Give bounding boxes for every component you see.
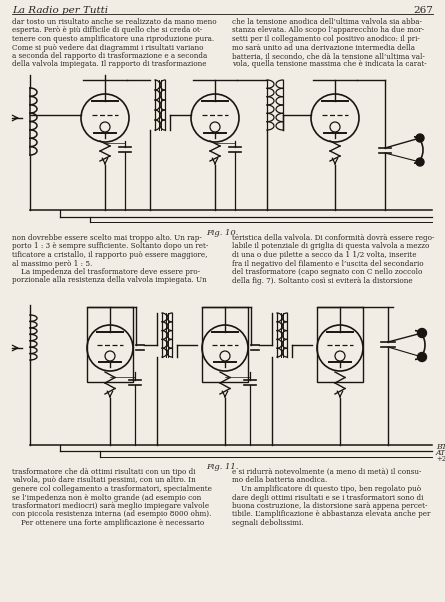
Text: tenere con questo amplificatore una riproduzione pura.: tenere con questo amplificatore una ripr… bbox=[12, 35, 214, 43]
Text: della valvola impiegata. Il rapporto di trasformazione: della valvola impiegata. Il rapporto di … bbox=[12, 60, 206, 69]
Text: Per ottenere una forte amplificazione è necessario: Per ottenere una forte amplificazione è … bbox=[12, 519, 204, 527]
Text: trasformatori mediocri) sarà meglio impiegare valvole: trasformatori mediocri) sarà meglio impi… bbox=[12, 502, 209, 510]
Text: vola, quella tensione massima che è indicata la carat-: vola, quella tensione massima che è indi… bbox=[232, 60, 427, 69]
Circle shape bbox=[417, 329, 426, 338]
Text: stanza elevata. Allo scopo l’apparecchio ha due mor-: stanza elevata. Allo scopo l’apparecchio… bbox=[232, 26, 424, 34]
Text: La impedenza del trasformatore deve essere pro-: La impedenza del trasformatore deve esse… bbox=[12, 268, 200, 276]
Text: Fig. 10.: Fig. 10. bbox=[206, 229, 238, 237]
Text: segnali debolissimi.: segnali debolissimi. bbox=[232, 519, 303, 527]
Text: di una o due pilette a secco da 1 1/2 volta, inserite: di una o due pilette a secco da 1 1/2 vo… bbox=[232, 251, 417, 259]
Text: porzionale alla resistenza della valvola impiegata. Un: porzionale alla resistenza della valvola… bbox=[12, 276, 207, 285]
Text: fra il negativo del filamento e l’uscita del secondario: fra il negativo del filamento e l’uscita… bbox=[232, 259, 424, 267]
Text: a seconda del rapporto di trasformazione e a seconda: a seconda del rapporto di trasformazione… bbox=[12, 52, 207, 60]
Bar bbox=[202, 307, 248, 382]
Text: setti per il collegamento col positivo anodico: il pri-: setti per il collegamento col positivo a… bbox=[232, 35, 420, 43]
Text: labile il potenziale di griglia di questa valvola a mezzo: labile il potenziale di griglia di quest… bbox=[232, 243, 429, 250]
Text: tibile. L’amplificazione è abbastanza elevata anche per: tibile. L’amplificazione è abbastanza el… bbox=[232, 510, 430, 518]
Text: valvola, può dare risultati pessimi, con un altro. In: valvola, può dare risultati pessimi, con… bbox=[12, 477, 196, 485]
Bar bbox=[317, 307, 363, 382]
Bar bbox=[87, 307, 133, 382]
Text: mo sarà unito ad una derivazione intermedia della: mo sarà unito ad una derivazione interme… bbox=[232, 43, 415, 52]
Text: mo della batteria anodica.: mo della batteria anodica. bbox=[232, 477, 327, 485]
Text: dare degli ottimi risultati e se i trasformatori sono di: dare degli ottimi risultati e se i trasf… bbox=[232, 494, 423, 501]
Text: buona costruzione, la distorsione sarà appena percet-: buona costruzione, la distorsione sarà a… bbox=[232, 502, 428, 510]
Text: porto 1 : 3 è sempre sufficiente. Soltanto dopo un ret-: porto 1 : 3 è sempre sufficiente. Soltan… bbox=[12, 243, 208, 250]
Text: 267: 267 bbox=[413, 6, 433, 15]
Text: La Radio per Tutti: La Radio per Tutti bbox=[12, 6, 108, 15]
Text: trasformatore che dà ottimi risultati con un tipo di: trasformatore che dà ottimi risultati co… bbox=[12, 468, 195, 476]
Text: che la tensione anodica dell’ultima valvola sia abba-: che la tensione anodica dell’ultima valv… bbox=[232, 18, 422, 26]
Text: dar tosto un risultato anche se realizzato da mano meno: dar tosto un risultato anche se realizza… bbox=[12, 18, 217, 26]
Text: BT: BT bbox=[436, 443, 445, 451]
Text: genere col collegamento a trasformatori, specialmente: genere col collegamento a trasformatori,… bbox=[12, 485, 212, 493]
Text: se l’impedenza non è molto grande (ad esempio con: se l’impedenza non è molto grande (ad es… bbox=[12, 494, 201, 501]
Text: Fig. 11.: Fig. 11. bbox=[206, 463, 238, 471]
Text: +2: +2 bbox=[436, 455, 445, 463]
Text: non dovrebbe essere scelto mai troppo alto. Un rap-: non dovrebbe essere scelto mai troppo al… bbox=[12, 234, 202, 242]
Circle shape bbox=[416, 134, 424, 142]
Text: teristica della valvola. Di conformità dovrà essere rego-: teristica della valvola. Di conformità d… bbox=[232, 234, 434, 242]
Text: della fig. 7). Soltanto così si eviterà la distorsione: della fig. 7). Soltanto così si eviterà … bbox=[232, 276, 413, 285]
Text: tificatore a cristallo, il rapporto può essere maggiore,: tificatore a cristallo, il rapporto può … bbox=[12, 251, 207, 259]
Text: batteria, il secondo, che dà la tensione all’ultima val-: batteria, il secondo, che dà la tensione… bbox=[232, 52, 425, 60]
Text: e si ridurrà notevolmente (a meno di metà) il consu-: e si ridurrà notevolmente (a meno di met… bbox=[232, 468, 421, 476]
Text: con piccola resistenza interna (ad esempio 8000 ohm).: con piccola resistenza interna (ad esemp… bbox=[12, 510, 211, 518]
Text: esperta. Però è più difficile di quello che si creda ot-: esperta. Però è più difficile di quello … bbox=[12, 26, 202, 34]
Text: del trasformatore (capo segnato con C nello zoccolo: del trasformatore (capo segnato con C ne… bbox=[232, 268, 422, 276]
Text: Un amplificatore di questo tipo, ben regolato può: Un amplificatore di questo tipo, ben reg… bbox=[232, 485, 421, 493]
Circle shape bbox=[416, 158, 424, 166]
Text: AT: AT bbox=[436, 449, 445, 457]
Text: Come si può vedere dai diagrammi i risultati variano: Come si può vedere dai diagrammi i risul… bbox=[12, 43, 203, 52]
Circle shape bbox=[417, 353, 426, 361]
Text: al massimo però 1 : 5.: al massimo però 1 : 5. bbox=[12, 259, 92, 267]
